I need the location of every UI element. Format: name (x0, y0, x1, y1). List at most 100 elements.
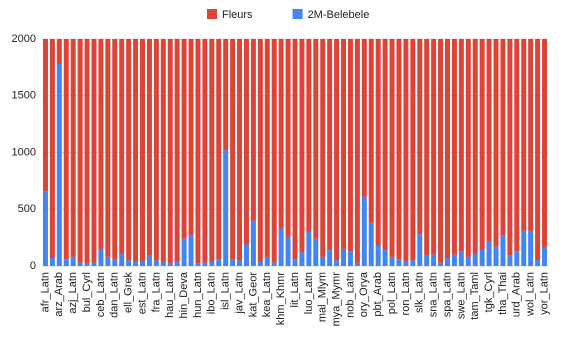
bar-segment (202, 262, 208, 266)
x-tick-label: nob_Latn (344, 272, 356, 318)
bar-segment (327, 250, 333, 266)
bar-segment (500, 39, 506, 236)
bar-segment (431, 254, 437, 266)
bar-segment (105, 256, 111, 266)
bar-segment (271, 39, 277, 263)
bar-segment (146, 39, 152, 256)
bar-segment (507, 255, 513, 266)
bar-segment (167, 263, 173, 266)
bar-segment (292, 39, 298, 260)
x-tick-label: arz_Arab (53, 272, 65, 317)
bar-segment (424, 39, 430, 256)
x-tick-label: kat_Geor (247, 272, 259, 318)
bar-segment (188, 39, 194, 236)
bar-segment (42, 191, 48, 266)
bar-segment (126, 260, 132, 266)
bar-segment (230, 39, 236, 260)
x-tick-label: tgk_Cyrl (483, 272, 495, 312)
bar-segment (250, 39, 256, 221)
bar-segment (320, 256, 326, 266)
bar-segment (49, 39, 55, 259)
x-tick-label: jav_Latn (233, 272, 245, 315)
bar-segment (535, 260, 541, 266)
bar-segment (133, 39, 139, 262)
bar-segment (91, 262, 97, 266)
bar-segment (458, 39, 464, 252)
bar-segment (174, 39, 180, 262)
bar-segment (451, 39, 457, 255)
x-tick-label: isl_Latn (220, 272, 232, 310)
bar-segment (167, 39, 173, 264)
bar-segment (195, 263, 201, 266)
legend-label: Fleurs (222, 9, 253, 21)
x-tick-label: tam_Taml (469, 272, 481, 320)
bar-segment (306, 231, 312, 266)
bar-segment (479, 39, 485, 249)
bar-segment (327, 39, 333, 251)
x-tick-label: slk_Latn (414, 272, 426, 313)
x-tick-label: wol_Latn (525, 272, 537, 317)
bar-segment (285, 39, 291, 238)
bar-segment (140, 39, 146, 262)
bar-segment (528, 39, 534, 231)
bar-segment (444, 258, 450, 266)
x-tick-label: ory_Orya (358, 271, 370, 317)
bar-segment (223, 39, 229, 151)
bar-segment (479, 248, 485, 266)
x-tick-label: ron_Latn (400, 272, 412, 315)
bar-segment (112, 259, 118, 266)
bar-segment (375, 245, 381, 266)
bar-segment (202, 39, 208, 263)
y-tick-label: 0 (30, 260, 36, 272)
x-tick-label: pol_Latn (386, 272, 398, 314)
bar-segment (341, 248, 347, 266)
x-tick-label: azj_Latn (67, 272, 79, 314)
bar-segment (91, 39, 97, 263)
bar-segment (334, 39, 340, 261)
x-tick-label: sna_Latn (428, 272, 440, 317)
bar-segment (105, 39, 111, 257)
bar-segment (278, 39, 284, 229)
bar-segment (84, 263, 90, 266)
bar-segment (237, 260, 243, 266)
bar-segment (257, 39, 263, 262)
bar-segment (313, 238, 319, 266)
x-tick-label: fra_Latn (150, 272, 162, 312)
x-tick-label: luo_Latn (303, 272, 315, 314)
bar-segment (285, 237, 291, 266)
bar-segment (347, 251, 353, 266)
bar-segment (56, 39, 62, 64)
bar-segment (264, 256, 270, 266)
bar-segment (403, 39, 409, 262)
bar-segment (160, 39, 166, 262)
x-tick-label: ell_Grek (123, 272, 135, 313)
bar-segment (403, 261, 409, 266)
bar-segment (216, 39, 222, 260)
bar-segment (313, 39, 319, 239)
x-tick-label: ceb_Latn (95, 272, 107, 317)
x-tick-label: hin_Deva (178, 271, 190, 318)
bar-segment (410, 39, 416, 261)
bar-segment (472, 39, 478, 254)
bar-segment (368, 222, 374, 266)
bar-segment (209, 261, 215, 266)
bar-segment (444, 39, 450, 259)
legend-swatch (207, 9, 217, 19)
bar-segment (70, 39, 76, 257)
bar-segment (133, 261, 139, 266)
x-tick-label: hun_Latn (192, 272, 204, 318)
bar-segment (465, 256, 471, 266)
x-tick-label: yor_Latn (538, 272, 550, 315)
bar-segment (535, 39, 541, 261)
bar-segment (521, 39, 527, 231)
x-tick-label: afr_Latn (39, 272, 51, 312)
bar-segment (424, 255, 430, 266)
bar-segment (306, 39, 312, 232)
bar-segment (486, 39, 492, 242)
y-tick-label: 1000 (12, 146, 36, 158)
bar-segment (417, 39, 423, 235)
bar-segment (334, 260, 340, 266)
bar-segment (347, 39, 353, 252)
bar-segment (112, 39, 118, 260)
bar-segment (174, 261, 180, 266)
